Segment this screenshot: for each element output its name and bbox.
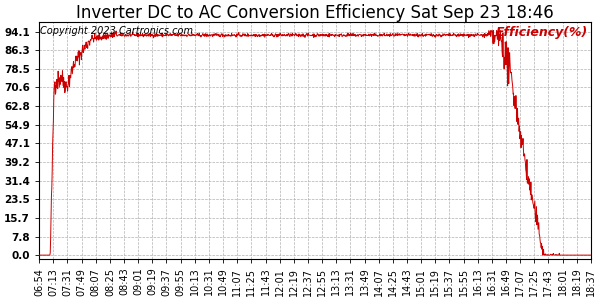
- Text: Efficiency(%): Efficiency(%): [496, 26, 588, 39]
- Title: Inverter DC to AC Conversion Efficiency Sat Sep 23 18:46: Inverter DC to AC Conversion Efficiency …: [76, 4, 554, 22]
- Text: Copyright 2023 Cartronics.com: Copyright 2023 Cartronics.com: [40, 26, 193, 36]
